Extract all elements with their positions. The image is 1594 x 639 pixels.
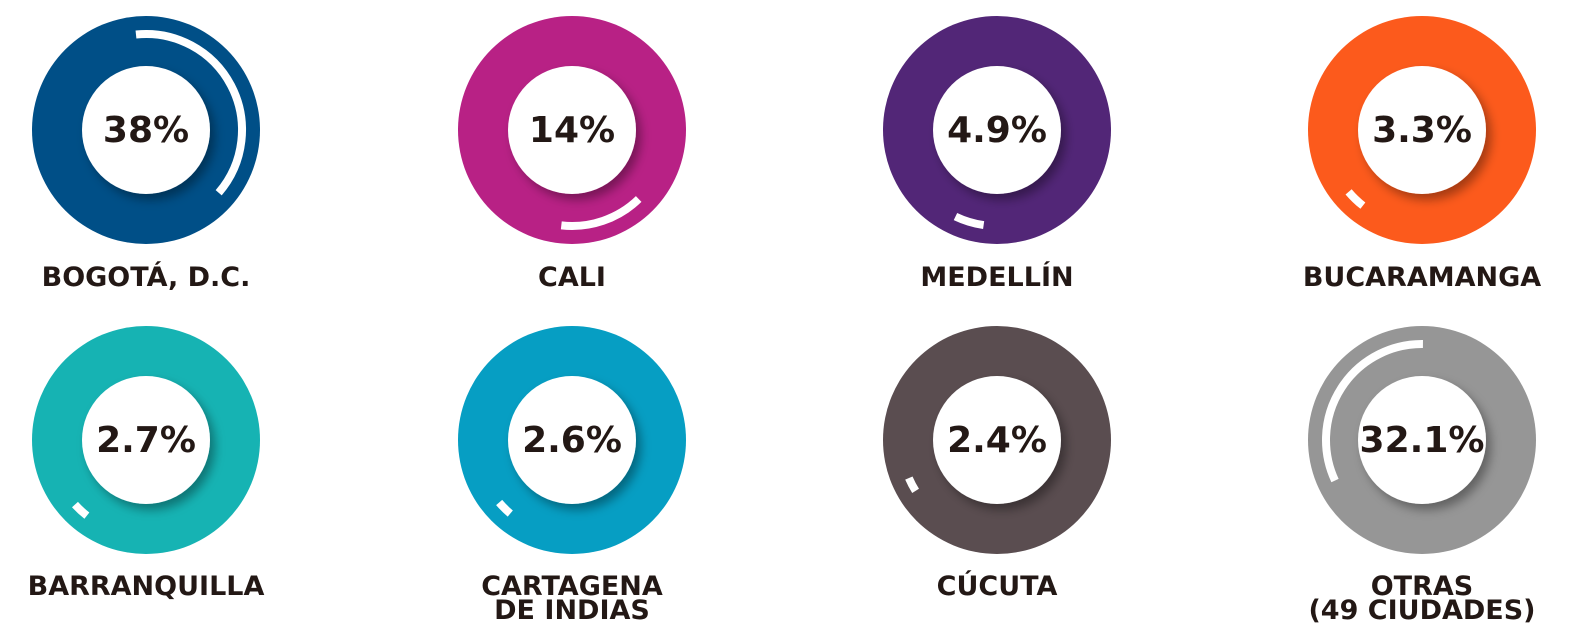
value-label: 38% — [103, 110, 189, 151]
gauge-arc — [905, 476, 920, 493]
category-label: MEDELLÍN — [920, 261, 1073, 293]
category-label: CARTAGENA DE INDIAS — [481, 571, 663, 626]
value-label: 2.4% — [947, 420, 1047, 461]
category-label: OTRAS (49 CIUDADES) — [1308, 571, 1535, 626]
gauge-center — [508, 376, 636, 504]
gauge-center — [1358, 376, 1486, 504]
gauge-arc — [72, 501, 90, 519]
category-label: BOGOTÁ, D.C. — [42, 261, 251, 293]
value-label: 2.6% — [522, 420, 622, 461]
gauge-arc — [1322, 340, 1423, 483]
gauge: 14% CALI — [458, 16, 686, 293]
gauge: 3.3% BUCARAMANGA — [1303, 16, 1541, 293]
value-label: 32.1% — [1360, 420, 1485, 461]
category-label: BUCARAMANGA — [1303, 262, 1541, 293]
category-label: CÚCUTA — [937, 570, 1058, 602]
gauge-center — [508, 66, 636, 194]
category-label: BARRANQUILLA — [28, 571, 265, 602]
gauge: 2.7% BARRANQUILLA — [28, 326, 265, 602]
gauge: 4.9% MEDELLÍN — [883, 16, 1111, 293]
gauge-arc — [560, 196, 642, 230]
gauge-center — [82, 376, 210, 504]
gauge-center — [82, 66, 210, 194]
gauge-arc — [1345, 189, 1366, 209]
value-label: 4.9% — [947, 110, 1047, 151]
value-label: 14% — [529, 110, 615, 151]
value-label: 2.7% — [96, 420, 196, 461]
gauge-arc — [135, 30, 246, 196]
gauge-center — [933, 66, 1061, 194]
gauge-center — [1358, 66, 1486, 194]
gauge: 38% BOGOTÁ, D.C. — [32, 16, 260, 293]
category-label: CALI — [538, 262, 606, 293]
value-label: 3.3% — [1372, 110, 1472, 151]
gauge-center — [933, 376, 1061, 504]
gauge: 2.4% CÚCUTA — [883, 326, 1111, 602]
gauge: 32.1% OTRAS (49 CIUDADES) — [1308, 326, 1536, 626]
gauge-arc — [953, 212, 985, 230]
gauge: 2.6% CARTAGENA DE INDIAS — [458, 326, 686, 626]
gauge-arc — [496, 499, 513, 517]
